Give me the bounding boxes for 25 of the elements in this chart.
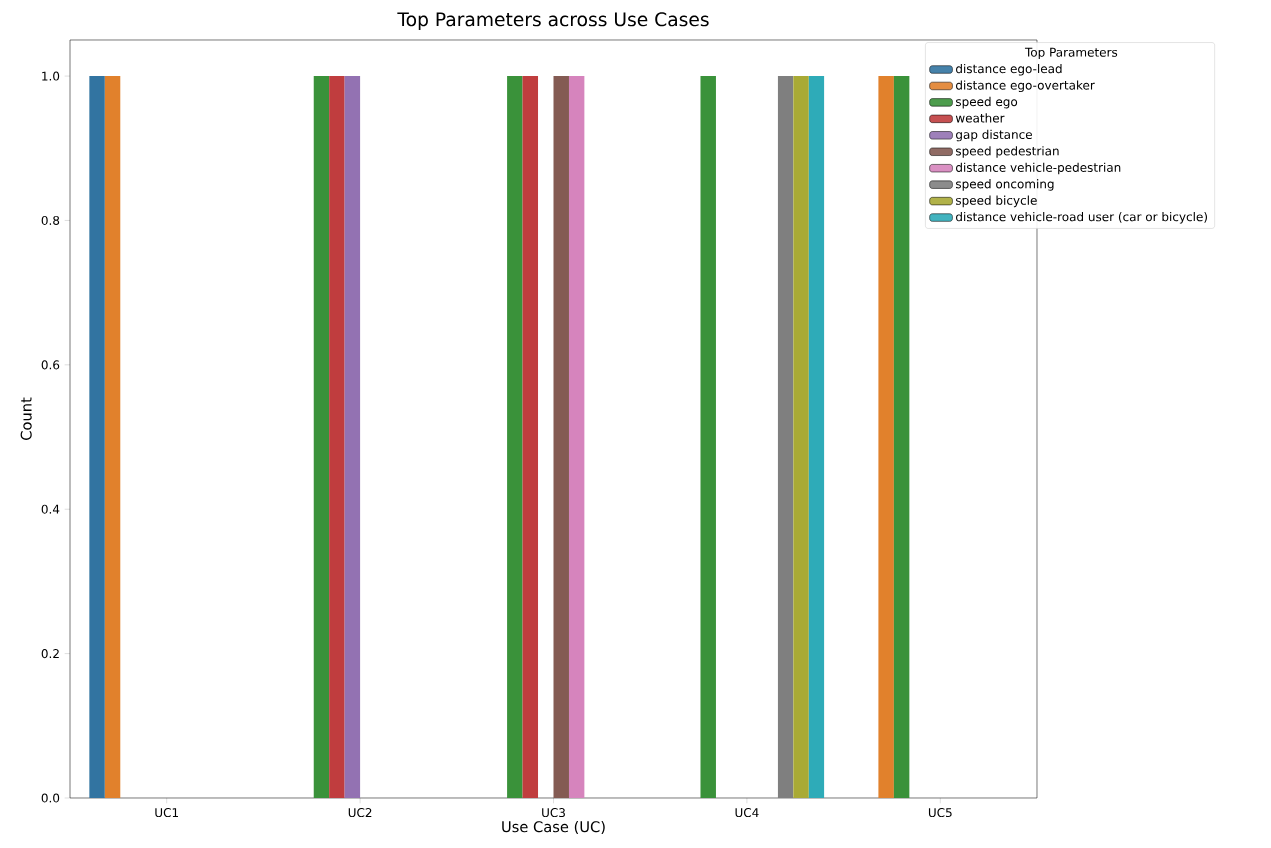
legend-label: distance vehicle-pedestrian	[956, 162, 1121, 175]
y-tick-label: 0.8	[41, 215, 60, 225]
legend-title: Top Parameters	[1024, 47, 1118, 60]
y-tick-label: 0.4	[41, 504, 60, 514]
y-axis-title: Count	[20, 397, 32, 440]
y-tick-label: 1.0	[42, 71, 60, 81]
legend-label: distance ego-lead	[956, 63, 1062, 76]
x-tick-label: UC1	[155, 808, 178, 818]
legend-label: speed pedestrian	[956, 146, 1059, 158]
x-tick-label: UC5	[928, 808, 952, 818]
y-tick-label: 0.6	[41, 360, 60, 370]
x-tick-label: UC2	[348, 808, 372, 818]
legend-label: distance vehicle-road user (car or bicycle)	[956, 212, 1207, 224]
legend-label: distance ego-overtaker	[956, 80, 1095, 92]
y-tick-label: 0.2	[41, 649, 59, 659]
x-axis-title: Use Case (UC)	[502, 820, 605, 834]
y-tick-label: 0.0	[41, 793, 60, 803]
legend-label: speed bicycle	[956, 195, 1037, 208]
legend-label: speed oncoming	[956, 179, 1054, 191]
legend-label: weather	[955, 113, 1005, 123]
x-tick-label: UC3	[542, 808, 565, 818]
chart-title: Top Parameters across Use Cases	[397, 12, 709, 30]
legend-label: gap distance	[956, 129, 1032, 142]
legend-label: speed ego	[956, 96, 1018, 109]
x-tick-label: UC4	[735, 808, 759, 818]
